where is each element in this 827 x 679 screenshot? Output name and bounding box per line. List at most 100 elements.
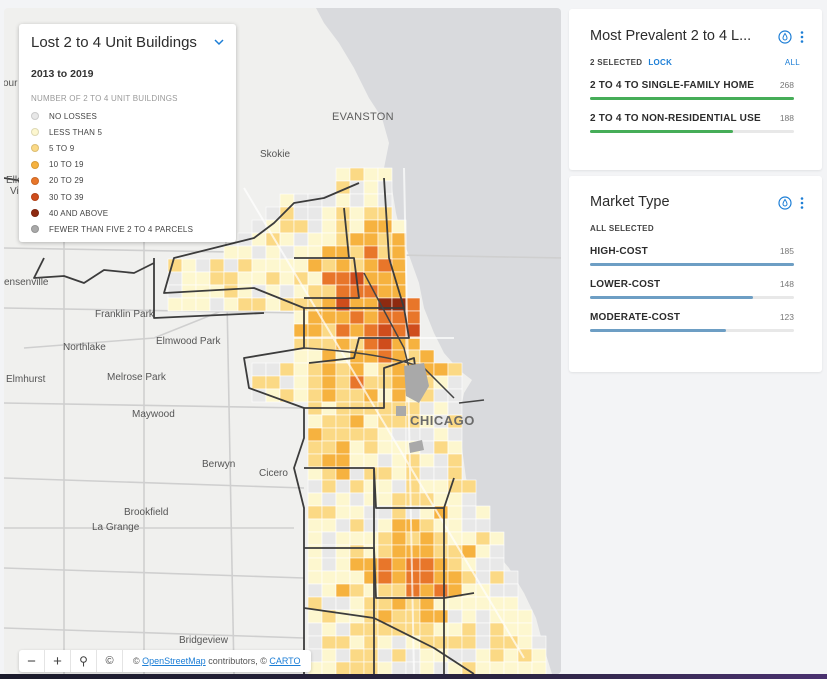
tract[interactable] xyxy=(251,362,267,377)
tract[interactable] xyxy=(503,648,519,663)
tract[interactable] xyxy=(377,375,393,390)
filter-drop-icon[interactable] xyxy=(778,196,792,210)
tract[interactable] xyxy=(307,206,323,221)
tract[interactable] xyxy=(349,622,365,637)
tract[interactable] xyxy=(419,570,435,585)
tract[interactable] xyxy=(461,635,477,650)
tract[interactable] xyxy=(363,219,379,234)
tract[interactable] xyxy=(363,635,379,650)
tract[interactable] xyxy=(363,661,379,674)
tract[interactable] xyxy=(307,427,323,442)
tract[interactable] xyxy=(321,661,337,674)
tract[interactable] xyxy=(447,609,463,624)
search-icon[interactable]: ⚲ xyxy=(71,650,97,672)
tract[interactable] xyxy=(447,440,463,455)
tract[interactable] xyxy=(335,271,351,286)
tract[interactable] xyxy=(377,284,393,299)
lock-button[interactable]: LOCK xyxy=(648,58,673,67)
tract[interactable] xyxy=(391,544,407,559)
tract[interactable] xyxy=(475,531,491,546)
tract[interactable] xyxy=(349,219,365,234)
tract[interactable] xyxy=(377,167,393,182)
tract[interactable] xyxy=(433,544,449,559)
tract[interactable] xyxy=(321,362,337,377)
tract[interactable] xyxy=(349,232,365,247)
tract[interactable] xyxy=(335,544,351,559)
tract[interactable] xyxy=(223,271,239,286)
tract[interactable] xyxy=(335,414,351,429)
tract[interactable] xyxy=(433,427,449,442)
tract[interactable] xyxy=(335,388,351,403)
tract[interactable] xyxy=(461,505,477,520)
tract[interactable] xyxy=(349,570,365,585)
tract[interactable] xyxy=(447,388,463,403)
tract[interactable] xyxy=(349,453,365,468)
tract[interactable] xyxy=(279,232,295,247)
tract[interactable] xyxy=(321,479,337,494)
tract[interactable] xyxy=(321,648,337,663)
tract[interactable] xyxy=(349,596,365,611)
tract[interactable] xyxy=(363,232,379,247)
tract[interactable] xyxy=(237,271,253,286)
tract[interactable] xyxy=(307,375,323,390)
tract[interactable] xyxy=(447,466,463,481)
tract[interactable] xyxy=(307,219,323,234)
tract[interactable] xyxy=(237,258,253,273)
category-item[interactable]: MODERATE-COST 123 xyxy=(590,312,794,332)
tract[interactable] xyxy=(433,479,449,494)
tract[interactable] xyxy=(265,297,281,312)
zoom-out-button[interactable]: − xyxy=(19,650,45,672)
tract[interactable] xyxy=(349,440,365,455)
tract[interactable] xyxy=(377,596,393,611)
tract[interactable] xyxy=(433,362,449,377)
tract[interactable] xyxy=(475,518,491,533)
tract[interactable] xyxy=(489,635,505,650)
tract[interactable] xyxy=(223,284,239,299)
tract[interactable] xyxy=(391,583,407,598)
tract[interactable] xyxy=(321,219,337,234)
tract[interactable] xyxy=(237,297,253,312)
tract[interactable] xyxy=(335,596,351,611)
tract[interactable] xyxy=(307,271,323,286)
tract[interactable] xyxy=(419,453,435,468)
tract[interactable] xyxy=(321,557,337,572)
tract[interactable] xyxy=(321,635,337,650)
tract[interactable] xyxy=(489,583,505,598)
tract[interactable] xyxy=(349,427,365,442)
tract[interactable] xyxy=(293,388,309,403)
attribution-toggle-button[interactable]: © xyxy=(97,650,123,672)
tract[interactable] xyxy=(475,622,491,637)
tract[interactable] xyxy=(293,349,309,364)
tract[interactable] xyxy=(363,622,379,637)
tract[interactable] xyxy=(419,583,435,598)
tract[interactable] xyxy=(279,271,295,286)
tract[interactable] xyxy=(349,167,365,182)
tract[interactable] xyxy=(433,557,449,572)
tract[interactable] xyxy=(377,635,393,650)
tract[interactable] xyxy=(503,661,519,674)
tract[interactable] xyxy=(447,622,463,637)
tract[interactable] xyxy=(433,596,449,611)
tract[interactable] xyxy=(377,362,393,377)
tract[interactable] xyxy=(335,570,351,585)
tract[interactable] xyxy=(391,531,407,546)
tract[interactable] xyxy=(307,310,323,325)
tract[interactable] xyxy=(377,518,393,533)
tract[interactable] xyxy=(461,531,477,546)
tract[interactable] xyxy=(377,323,393,338)
tract[interactable] xyxy=(223,297,239,312)
tract[interactable] xyxy=(391,596,407,611)
tract[interactable] xyxy=(307,570,323,585)
tract[interactable] xyxy=(335,193,351,208)
tract[interactable] xyxy=(377,466,393,481)
tract[interactable] xyxy=(181,297,197,312)
tract[interactable] xyxy=(433,609,449,624)
tract[interactable] xyxy=(181,271,197,286)
tract[interactable] xyxy=(321,453,337,468)
tract[interactable] xyxy=(447,570,463,585)
tract[interactable] xyxy=(433,440,449,455)
tract[interactable] xyxy=(377,440,393,455)
tract[interactable] xyxy=(251,258,267,273)
tract[interactable] xyxy=(293,310,309,325)
tract[interactable] xyxy=(363,557,379,572)
